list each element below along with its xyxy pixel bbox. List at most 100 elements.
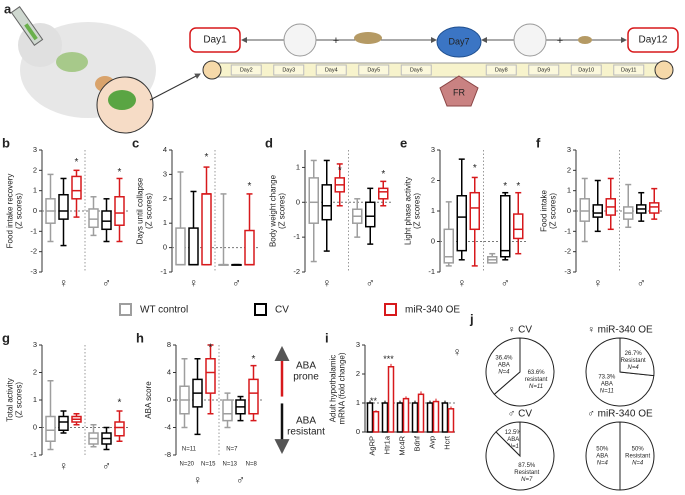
y-tick-label: -1 xyxy=(564,226,571,235)
pie-slice xyxy=(619,421,655,491)
pie-n-label: N=1 xyxy=(508,444,519,450)
x-category-label: ♂ xyxy=(366,276,375,290)
day-block xyxy=(613,64,645,76)
box xyxy=(321,184,332,221)
food-pellets xyxy=(354,32,382,44)
y-axis-label: (Z scores) xyxy=(549,193,558,229)
day-block xyxy=(358,64,390,76)
resistant-label: ABA xyxy=(296,415,316,426)
day-label: Day3 xyxy=(282,67,295,73)
significance: * xyxy=(251,354,255,365)
pie-n-label: N=4 xyxy=(628,365,640,371)
pie-slice xyxy=(585,421,621,491)
day-block xyxy=(485,64,517,76)
box xyxy=(579,198,590,222)
y-tick-label: 1 xyxy=(33,395,37,404)
day-label: Day4 xyxy=(325,67,338,73)
x-tick-label: Htr1a xyxy=(382,435,391,454)
y-axis-label: (Z scores) xyxy=(278,193,287,229)
day-label: Day12 xyxy=(639,35,668,46)
pie-category-label: ABA xyxy=(498,362,510,368)
resistant-label: resistant xyxy=(287,426,325,437)
prone-label: prone xyxy=(293,371,319,382)
day-label: Day8 xyxy=(495,67,508,73)
y-axis-label: (Z scores) xyxy=(413,193,422,229)
pie-value-label: 63.6% xyxy=(528,370,546,376)
arrow xyxy=(149,73,201,101)
pie-value-label: 50% xyxy=(596,447,609,453)
day-label: Day6 xyxy=(410,67,423,73)
pie-slice xyxy=(485,421,555,491)
y-axis-label: ABA score xyxy=(144,381,153,419)
x-category-label: ♂ xyxy=(102,276,111,290)
pie-slice xyxy=(493,337,555,407)
bar xyxy=(402,397,410,433)
y-tick-label: 0 xyxy=(33,422,37,431)
x-category-label: ♂ xyxy=(501,276,510,290)
y-tick-label: 0 xyxy=(167,395,171,404)
y-tick-label: -1 xyxy=(30,226,37,235)
x-category-label: ♂ xyxy=(232,276,241,290)
y-tick-label: 2 xyxy=(567,165,571,174)
significance: *** xyxy=(383,354,394,364)
pie-value-label: 50% xyxy=(632,447,645,453)
brain xyxy=(56,52,88,72)
day-block xyxy=(273,64,305,76)
box xyxy=(101,210,112,231)
significance: * xyxy=(338,166,342,177)
n-label: N=15 xyxy=(201,462,216,468)
box xyxy=(308,177,319,224)
pie-value-label: 12.5% xyxy=(505,430,523,436)
y-tick-label: 1 xyxy=(431,206,435,215)
day-block xyxy=(528,64,560,76)
bar xyxy=(387,366,395,433)
plus: + xyxy=(333,35,339,47)
plus: + xyxy=(557,35,563,47)
bar xyxy=(432,400,440,433)
y-tick-label: -2 xyxy=(564,247,571,256)
pie-value-label: 36.4% xyxy=(495,355,513,361)
pie-category-label: Resistant xyxy=(621,358,646,364)
pie-category-label: ABA xyxy=(601,381,613,387)
x-category-label: ♀ xyxy=(457,276,466,290)
food-pellet xyxy=(578,36,592,44)
y-axis-label: Days until collapse xyxy=(136,177,145,244)
y-tick-label: 2 xyxy=(33,367,37,376)
significance: * xyxy=(381,169,385,180)
pie-category-label: Resistant xyxy=(625,454,650,460)
bar xyxy=(366,402,374,433)
panel-letter: h xyxy=(136,330,144,345)
x-category-label: ♀ xyxy=(189,276,198,290)
y-tick-label: 0 xyxy=(567,206,571,215)
x-tick-label: Avp xyxy=(427,436,436,449)
y-axis-label: Light phase activity xyxy=(404,177,413,245)
bar xyxy=(426,402,434,433)
legend-swatch xyxy=(384,303,397,316)
legend-swatch xyxy=(119,303,132,316)
y-axis-label: (Z scores) xyxy=(15,193,24,229)
box xyxy=(205,358,216,394)
day-label: Day10 xyxy=(578,67,594,73)
box xyxy=(456,195,467,252)
significance: * xyxy=(247,181,251,192)
panel-letter: j xyxy=(469,311,474,326)
y-tick-label: 3 xyxy=(33,145,37,154)
prone-label: ABA xyxy=(296,360,316,371)
legend-label: miR-340 OE xyxy=(405,305,460,316)
x-category-label: ♀ xyxy=(59,459,68,473)
box xyxy=(58,415,69,431)
significance: * xyxy=(74,157,78,168)
pie-n-label: N=11 xyxy=(529,384,543,390)
y-tick-label: 2 xyxy=(431,175,435,184)
pie-category-label: resistant xyxy=(525,377,548,383)
pie-title: ♀ miR-340 OE xyxy=(587,325,653,336)
box xyxy=(114,421,125,437)
box xyxy=(188,227,199,266)
legend-label: CV xyxy=(275,305,289,316)
y-tick-label: 2 xyxy=(33,165,37,174)
pie-slice xyxy=(485,337,521,396)
y-tick-label: 0 xyxy=(33,206,37,215)
significance: ** xyxy=(370,396,378,406)
x-tick-label: Hcrt xyxy=(442,435,451,450)
